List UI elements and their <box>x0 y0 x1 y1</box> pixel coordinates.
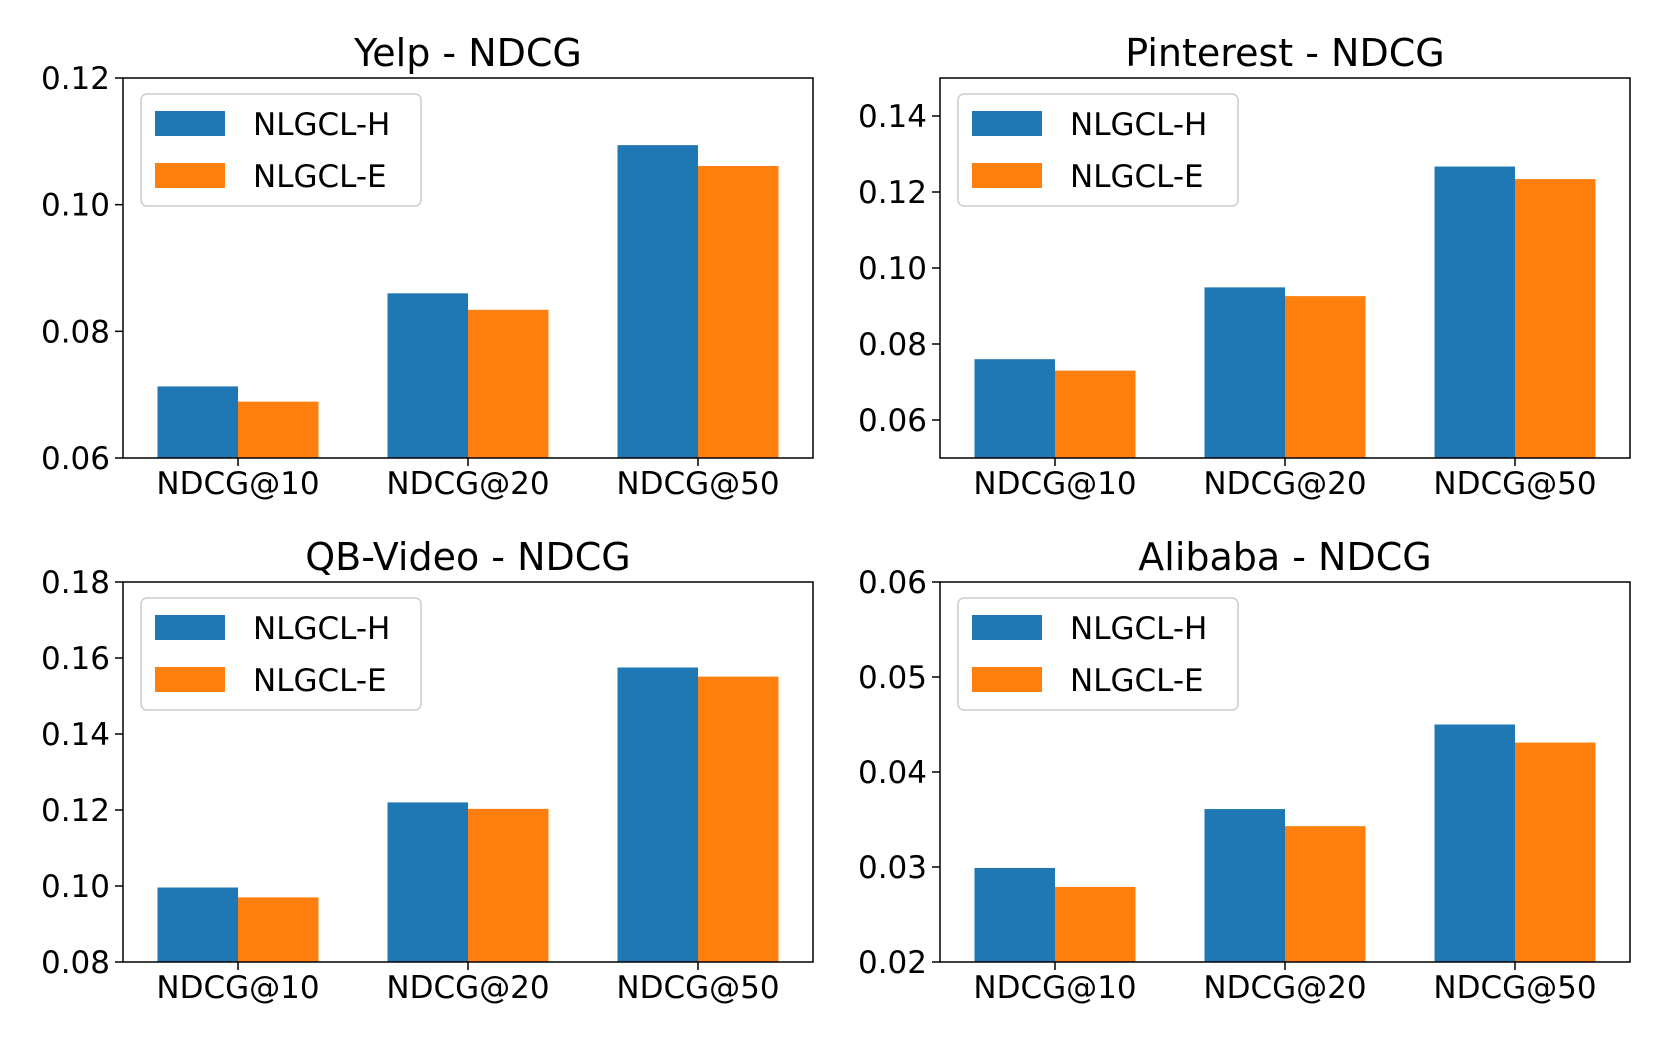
legend: NLGCL-H NLGCL-E <box>140 93 422 207</box>
axes-frame <box>122 581 814 963</box>
bar-nlgcl-e-ndcg-at-10 <box>238 401 319 458</box>
legend-swatch-nlgcl-e <box>155 667 225 692</box>
bar-nlgcl-e-ndcg-at-20 <box>1285 296 1366 458</box>
legend-swatch-nlgcl-e <box>972 667 1042 692</box>
legend: NLGCL-H NLGCL-E <box>957 93 1239 207</box>
legend-swatch-nlgcl-h <box>972 615 1042 640</box>
bar-nlgcl-h-ndcg-at-10 <box>157 887 238 962</box>
axes-frame <box>122 77 814 459</box>
y-tick-label: 0.14 <box>858 99 927 135</box>
chart-panel-2: Pinterest - NDCG 0.06 0.08 0.10 0.12 0.14 NDCG… <box>858 31 1631 502</box>
axes-frame <box>939 77 1631 459</box>
legend-label: NLGCL-H <box>1070 611 1207 647</box>
legend: NLGCL-H NLGCL-E <box>140 597 422 711</box>
y-tick-label: 0.08 <box>41 314 110 350</box>
bar-nlgcl-h-ndcg-at-20 <box>1204 809 1285 962</box>
x-tick-label: NDCG@10 <box>156 970 319 1006</box>
legend-swatch-nlgcl-e <box>972 163 1042 188</box>
x-tick-label: NDCG@20 <box>386 970 549 1006</box>
y-tick-label: 0.08 <box>858 327 927 363</box>
y-tick-label: 0.06 <box>858 403 927 439</box>
chart-title: Alibaba - NDCG <box>1138 535 1431 579</box>
x-tick-label: NDCG@10 <box>973 970 1136 1006</box>
chart-title: Yelp - NDCG <box>353 31 582 75</box>
x-tick-label: NDCG@10 <box>973 466 1136 502</box>
bar-nlgcl-h-ndcg-at-50 <box>617 145 698 458</box>
bar-nlgcl-h-ndcg-at-50 <box>1434 724 1515 962</box>
chart-title: Pinterest - NDCG <box>1125 31 1444 75</box>
legend-label: NLGCL-H <box>253 107 390 143</box>
legend-swatch-nlgcl-h <box>155 615 225 640</box>
bar-nlgcl-h-ndcg-at-20 <box>387 802 468 962</box>
bar-nlgcl-h-ndcg-at-20 <box>1204 287 1285 458</box>
legend-swatch-nlgcl-e <box>155 163 225 188</box>
bar-nlgcl-h-ndcg-at-20 <box>387 293 468 458</box>
chart-panel-4: Alibaba - NDCG 0.02 0.03 0.04 0.05 0.06 NDCG@1… <box>858 535 1631 1006</box>
bar-nlgcl-h-ndcg-at-50 <box>617 667 698 962</box>
bar-nlgcl-e-ndcg-at-50 <box>1515 179 1596 458</box>
bar-nlgcl-e-ndcg-at-10 <box>238 897 319 962</box>
chart-title: QB-Video - NDCG <box>305 535 630 579</box>
y-tick-label: 0.12 <box>41 793 110 829</box>
y-tick-label: 0.12 <box>858 175 927 211</box>
x-tick-label: NDCG@20 <box>386 466 549 502</box>
y-tick-label: 0.06 <box>858 565 927 601</box>
x-tick-label: NDCG@20 <box>1203 466 1366 502</box>
x-tick-label: NDCG@50 <box>616 970 779 1006</box>
x-tick-label: NDCG@10 <box>156 466 319 502</box>
axes-frame <box>939 581 1631 963</box>
y-tick-label: 0.02 <box>858 945 927 981</box>
y-tick-label: 0.04 <box>858 755 927 791</box>
bar-nlgcl-e-ndcg-at-20 <box>468 309 549 458</box>
y-tick-label: 0.05 <box>858 660 927 696</box>
bar-nlgcl-h-ndcg-at-10 <box>974 867 1055 962</box>
bar-nlgcl-h-ndcg-at-50 <box>1434 166 1515 459</box>
bar-nlgcl-e-ndcg-at-10 <box>1055 370 1136 458</box>
legend-label: NLGCL-E <box>253 159 387 195</box>
bar-nlgcl-h-ndcg-at-10 <box>974 359 1055 458</box>
bar-nlgcl-e-ndcg-at-10 <box>1055 886 1136 962</box>
x-tick-label: NDCG@50 <box>1433 466 1596 502</box>
x-tick-label: NDCG@20 <box>1203 970 1366 1006</box>
y-tick-label: 0.03 <box>858 850 927 886</box>
bar-nlgcl-e-ndcg-at-20 <box>468 808 549 962</box>
legend-label: NLGCL-H <box>253 611 390 647</box>
y-tick-label: 0.10 <box>858 251 927 287</box>
y-tick-label: 0.14 <box>41 717 110 753</box>
legend-label: NLGCL-E <box>253 663 387 699</box>
bar-nlgcl-e-ndcg-at-50 <box>698 166 779 459</box>
y-tick-label: 0.18 <box>41 565 110 601</box>
legend-label: NLGCL-E <box>1070 663 1204 699</box>
y-tick-label: 0.12 <box>41 61 110 97</box>
x-tick-label: NDCG@50 <box>616 466 779 502</box>
legend-swatch-nlgcl-h <box>972 111 1042 136</box>
legend: NLGCL-H NLGCL-E <box>957 597 1239 711</box>
bar-nlgcl-e-ndcg-at-20 <box>1285 826 1366 962</box>
y-tick-label: 0.16 <box>41 641 110 677</box>
bar-nlgcl-e-ndcg-at-50 <box>1515 742 1596 962</box>
legend-label: NLGCL-E <box>1070 159 1204 195</box>
bar-nlgcl-h-ndcg-at-10 <box>157 386 238 458</box>
y-tick-label: 0.08 <box>41 945 110 981</box>
chart-panel-3: QB-Video - NDCG 0.08 0.10 0.12 0.14 0.16 0.18 N… <box>41 535 814 1006</box>
legend-swatch-nlgcl-h <box>155 111 225 136</box>
x-tick-label: NDCG@50 <box>1433 970 1596 1006</box>
chart-panel-1: Yelp - NDCG 0.06 0.08 0.10 0.12 NDCG@10 NDCG@2… <box>41 31 814 502</box>
bar-nlgcl-e-ndcg-at-50 <box>698 676 779 962</box>
y-tick-label: 0.06 <box>41 441 110 477</box>
legend-label: NLGCL-H <box>1070 107 1207 143</box>
y-tick-label: 0.10 <box>41 188 110 224</box>
y-tick-label: 0.10 <box>41 869 110 905</box>
